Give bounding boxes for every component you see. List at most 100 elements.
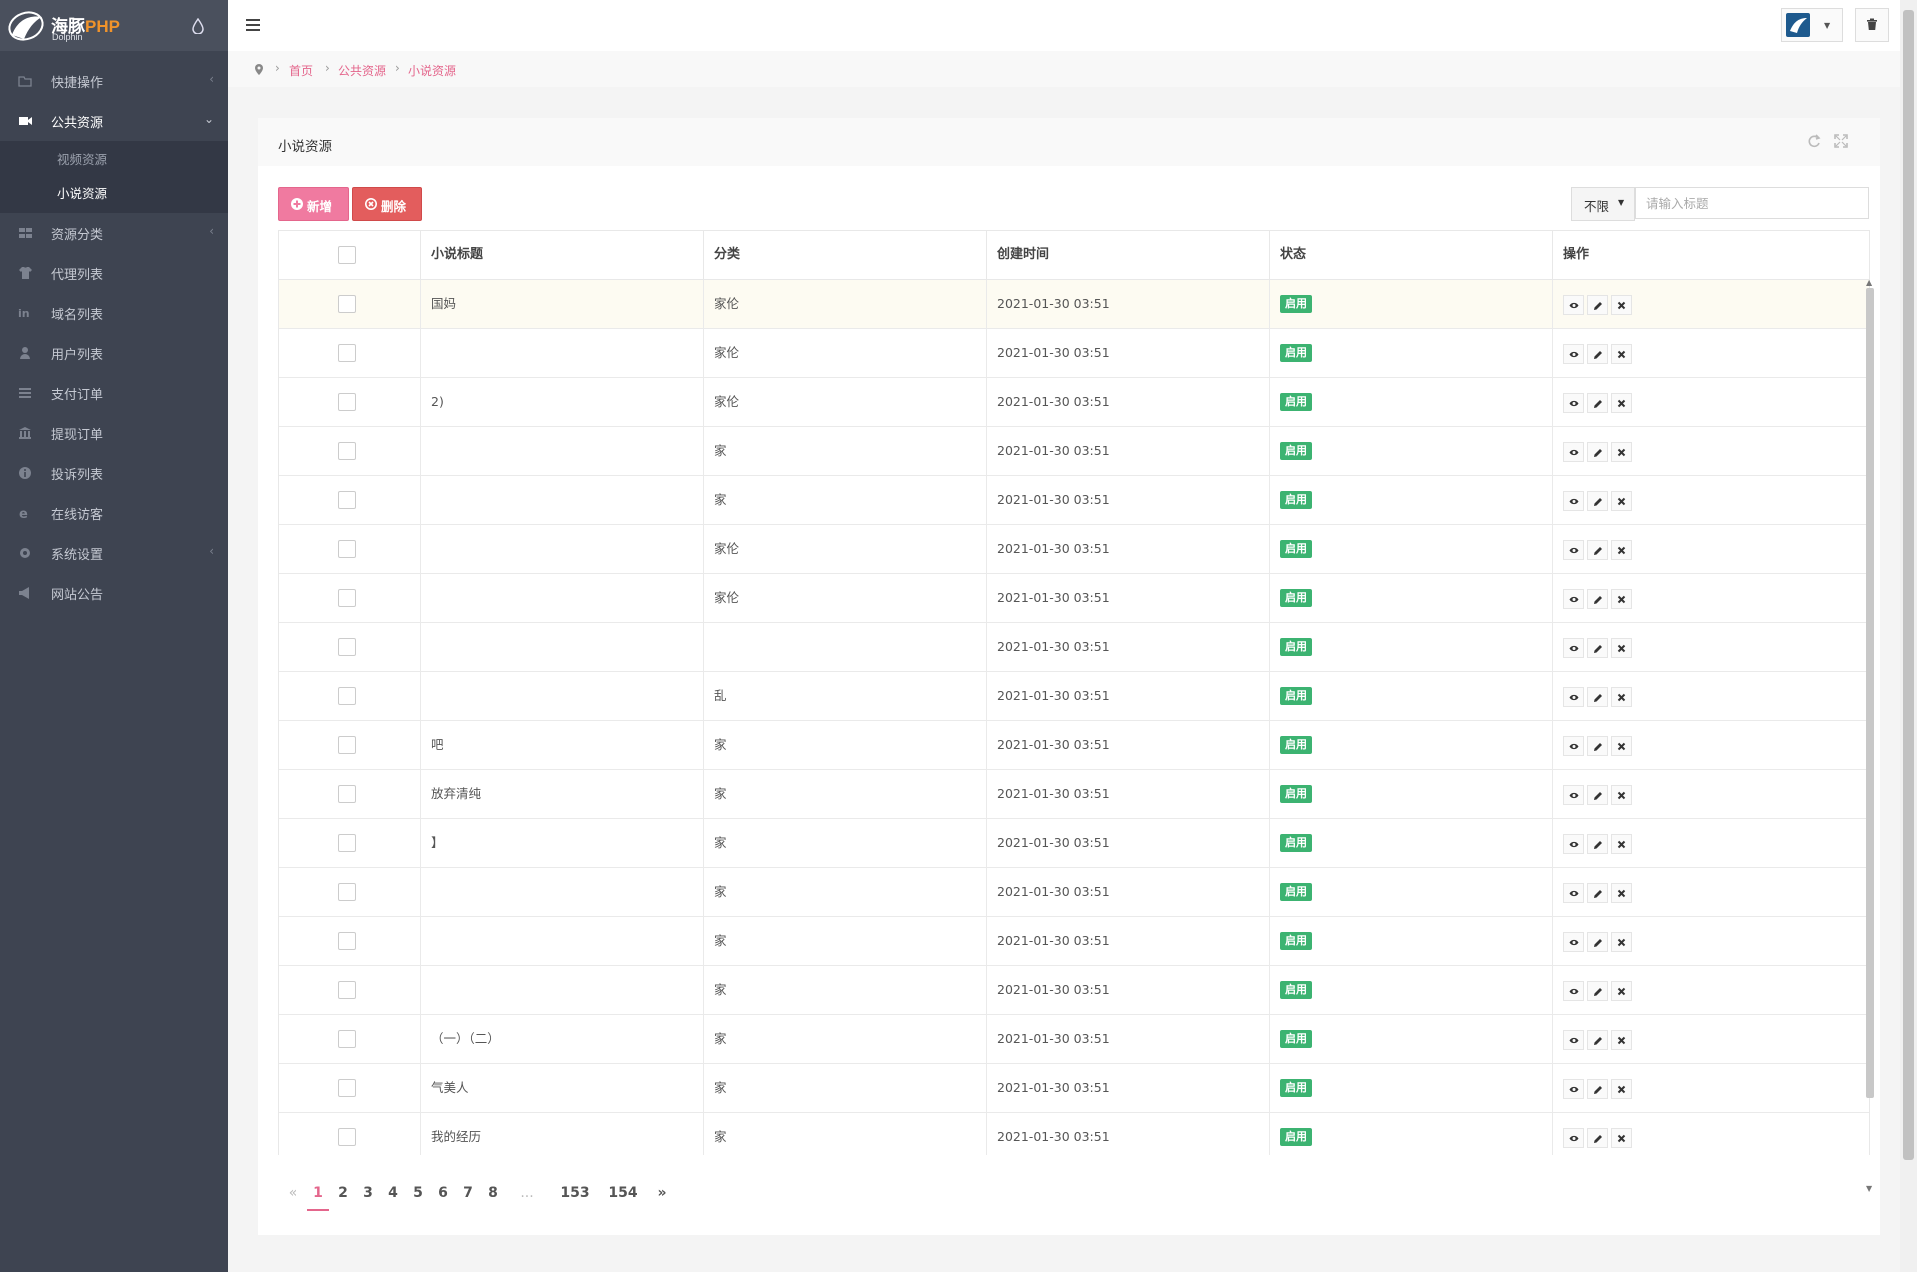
edit-button[interactable]	[1586, 785, 1608, 805]
view-button[interactable]	[1563, 1079, 1584, 1099]
add-button[interactable]: 新增	[278, 187, 349, 221]
status-badge[interactable]: 启用	[1280, 932, 1312, 950]
delete-button[interactable]: 删除	[352, 187, 422, 221]
view-button[interactable]	[1563, 1128, 1584, 1148]
row-checkbox[interactable]	[338, 932, 356, 950]
delete-row-button[interactable]	[1610, 540, 1632, 560]
row-checkbox[interactable]	[338, 393, 356, 411]
status-badge[interactable]: 启用	[1280, 1128, 1312, 1146]
column-header-title[interactable]: 小说标题	[421, 231, 704, 279]
select-all-checkbox[interactable]	[338, 246, 356, 264]
delete-row-button[interactable]	[1610, 1079, 1632, 1099]
view-button[interactable]	[1563, 638, 1584, 658]
view-button[interactable]	[1563, 1030, 1584, 1050]
view-button[interactable]	[1563, 491, 1584, 511]
scroll-down-icon[interactable]: ▼	[1866, 1184, 1873, 1193]
status-badge[interactable]: 启用	[1280, 687, 1312, 705]
row-checkbox[interactable]	[338, 736, 356, 754]
status-badge[interactable]: 启用	[1280, 491, 1312, 509]
table-row[interactable]: 我的经历 家 2021-01-30 03:51 启用	[279, 1113, 1869, 1155]
table-row[interactable]: 家伦 2021-01-30 03:51 启用	[279, 574, 1869, 623]
delete-row-button[interactable]	[1610, 981, 1632, 1001]
view-button[interactable]	[1563, 834, 1584, 854]
sidebar-item-agents[interactable]: 代理列表	[0, 253, 228, 293]
view-button[interactable]	[1563, 589, 1584, 609]
pagination-page[interactable]: 1	[307, 1177, 329, 1211]
edit-button[interactable]	[1586, 442, 1608, 462]
status-badge[interactable]: 启用	[1280, 834, 1312, 852]
sidebar-subitem-video[interactable]: 视频资源	[57, 152, 108, 167]
sidebar-item-announcements[interactable]: 网站公告	[0, 573, 228, 613]
status-badge[interactable]: 启用	[1280, 638, 1312, 656]
sidebar-item-public-resources[interactable]: 公共资源 ⌄	[0, 101, 228, 141]
view-button[interactable]	[1563, 344, 1584, 364]
delete-row-button[interactable]	[1610, 344, 1632, 364]
pagination-page[interactable]: 4	[388, 1185, 398, 1201]
row-checkbox[interactable]	[338, 491, 356, 509]
row-checkbox[interactable]	[338, 687, 356, 705]
sidebar-item-online-visitors[interactable]: e 在线访客	[0, 493, 228, 533]
table-row[interactable]: 家 2021-01-30 03:51 启用	[279, 476, 1869, 525]
sidebar-item-system-settings[interactable]: 系统设置 ‹	[0, 533, 228, 573]
delete-row-button[interactable]	[1610, 393, 1632, 413]
table-row[interactable]: 气美人 家 2021-01-30 03:51 启用	[279, 1064, 1869, 1113]
pagination-page[interactable]: 6	[438, 1185, 448, 1201]
edit-button[interactable]	[1586, 932, 1608, 952]
theme-drop-icon[interactable]	[192, 18, 204, 34]
delete-row-button[interactable]	[1610, 736, 1632, 756]
table-row[interactable]: 2) 家伦 2021-01-30 03:51 启用	[279, 378, 1869, 427]
status-badge[interactable]: 启用	[1280, 736, 1312, 754]
column-header-category[interactable]: 分类	[704, 231, 987, 279]
edit-button[interactable]	[1586, 344, 1608, 364]
pagination-page[interactable]: 8	[488, 1185, 498, 1201]
pagination-prev[interactable]: «	[288, 1185, 298, 1201]
row-checkbox[interactable]	[338, 1079, 356, 1097]
delete-row-button[interactable]	[1610, 834, 1632, 854]
delete-row-button[interactable]	[1610, 1030, 1632, 1050]
row-checkbox[interactable]	[338, 540, 356, 558]
sidebar-item-resource-category[interactable]: 资源分类 ‹	[0, 213, 228, 253]
row-checkbox[interactable]	[338, 1128, 356, 1146]
pagination-next[interactable]: »	[657, 1185, 667, 1201]
view-button[interactable]	[1563, 785, 1584, 805]
row-checkbox[interactable]	[338, 344, 356, 362]
delete-row-button[interactable]	[1610, 883, 1632, 903]
table-row[interactable]: （一）（二） 家 2021-01-30 03:51 启用	[279, 1015, 1869, 1064]
view-button[interactable]	[1563, 540, 1584, 560]
delete-row-button[interactable]	[1610, 295, 1632, 315]
view-button[interactable]	[1563, 981, 1584, 1001]
row-checkbox[interactable]	[338, 295, 356, 313]
sidebar-item-payment-orders[interactable]: 支付订单	[0, 373, 228, 413]
view-button[interactable]	[1563, 883, 1584, 903]
row-checkbox[interactable]	[338, 1030, 356, 1048]
edit-button[interactable]	[1586, 491, 1608, 511]
clear-cache-button[interactable]	[1855, 8, 1889, 42]
table-scrollbar[interactable]: ▲ ▼	[1864, 278, 1874, 1193]
delete-row-button[interactable]	[1610, 638, 1632, 658]
edit-button[interactable]	[1586, 883, 1608, 903]
status-badge[interactable]: 启用	[1280, 883, 1312, 901]
search-input[interactable]	[1635, 187, 1869, 219]
table-row[interactable]: 家 2021-01-30 03:51 启用	[279, 427, 1869, 476]
table-row[interactable]: 家伦 2021-01-30 03:51 启用	[279, 329, 1869, 378]
table-row[interactable]: 家伦 2021-01-30 03:51 启用	[279, 525, 1869, 574]
scrollbar-thumb[interactable]	[1866, 288, 1874, 1098]
table-row[interactable]: 放弃清纯 家 2021-01-30 03:51 启用	[279, 770, 1869, 819]
edit-button[interactable]	[1586, 1079, 1608, 1099]
table-row[interactable]: 吧 家 2021-01-30 03:51 启用	[279, 721, 1869, 770]
delete-row-button[interactable]	[1610, 687, 1632, 707]
edit-button[interactable]	[1586, 736, 1608, 756]
status-badge[interactable]: 启用	[1280, 981, 1312, 999]
pagination-page[interactable]: 153	[560, 1185, 590, 1201]
row-checkbox[interactable]	[338, 442, 356, 460]
delete-row-button[interactable]	[1610, 491, 1632, 511]
pagination-page[interactable]: 2	[338, 1185, 348, 1201]
table-row[interactable]: 】 家 2021-01-30 03:51 启用	[279, 819, 1869, 868]
row-checkbox[interactable]	[338, 834, 356, 852]
sidebar-item-complaints[interactable]: 投诉列表	[0, 453, 228, 493]
delete-row-button[interactable]	[1610, 1128, 1632, 1148]
table-row[interactable]: 家 2021-01-30 03:51 启用	[279, 966, 1869, 1015]
column-header-created[interactable]: 创建时间	[987, 231, 1270, 279]
filter-select[interactable]: 不限 ▼	[1571, 187, 1635, 221]
row-checkbox[interactable]	[338, 589, 356, 607]
